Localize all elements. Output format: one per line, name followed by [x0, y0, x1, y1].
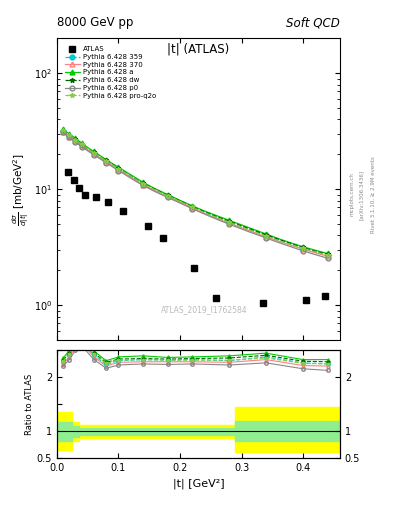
ATLAS: [77, 185, 81, 191]
Text: [arXiv:1306.3436]: [arXiv:1306.3436]: [359, 169, 364, 220]
Y-axis label: $\frac{d\sigma}{d|t|}\ \mathrm{[mb/GeV^2]}$: $\frac{d\sigma}{d|t|}\ \mathrm{[mb/GeV^2…: [11, 153, 31, 226]
ATLAS: [83, 191, 88, 198]
ATLAS: [106, 199, 110, 205]
ATLAS: [304, 297, 309, 304]
ATLAS: [66, 169, 70, 176]
Y-axis label: Ratio to ATLAS: Ratio to ATLAS: [25, 374, 34, 435]
Text: Soft QCD: Soft QCD: [286, 16, 340, 29]
X-axis label: |t| [GeV²]: |t| [GeV²]: [173, 479, 224, 489]
Text: |t| (ATLAS): |t| (ATLAS): [167, 43, 230, 56]
Text: 8000 GeV pp: 8000 GeV pp: [57, 16, 133, 29]
Legend: ATLAS, Pythia 6.428 359, Pythia 6.428 370, Pythia 6.428 a, Pythia 6.428 dw, Pyth: ATLAS, Pythia 6.428 359, Pythia 6.428 37…: [63, 45, 158, 100]
ATLAS: [161, 235, 166, 241]
ATLAS: [213, 295, 218, 302]
ATLAS: [322, 293, 327, 299]
Line: ATLAS: ATLAS: [65, 169, 327, 306]
ATLAS: [192, 265, 196, 271]
ATLAS: [71, 177, 76, 183]
ATLAS: [146, 223, 151, 229]
ATLAS: [94, 195, 98, 201]
Text: ATLAS_2019_I1762584: ATLAS_2019_I1762584: [161, 306, 248, 314]
ATLAS: [261, 300, 265, 306]
ATLAS: [121, 208, 126, 214]
Text: Rivet 3.1.10, ≥ 2.9M events: Rivet 3.1.10, ≥ 2.9M events: [371, 156, 376, 233]
Text: mcplots.cern.ch: mcplots.cern.ch: [349, 173, 354, 217]
